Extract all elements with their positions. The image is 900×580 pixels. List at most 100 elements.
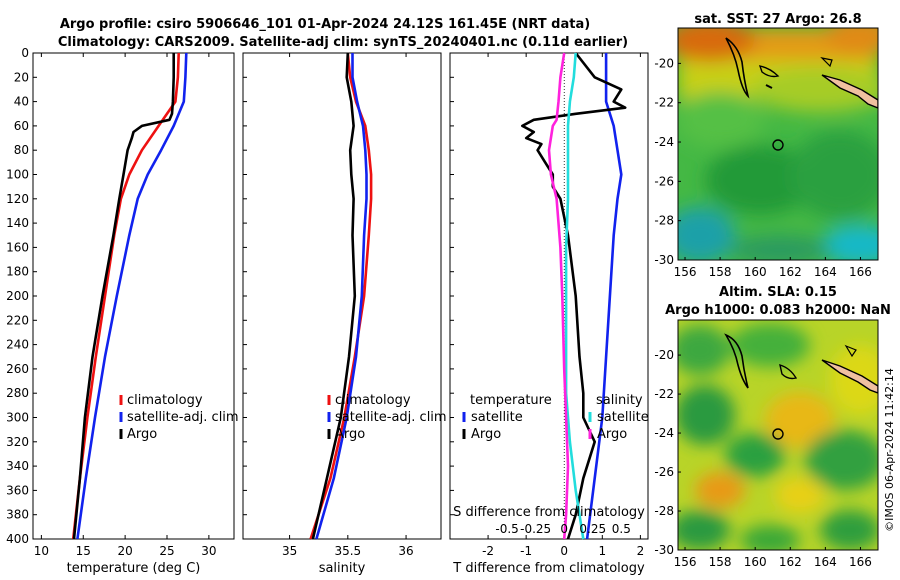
diff-top-tick-label: 0	[560, 522, 568, 536]
sst-y-tick-label: -26	[654, 174, 674, 188]
y-tick-label: 80	[14, 143, 29, 157]
temp-plot-frame	[32, 52, 235, 540]
sla-y-tick-label: -30	[654, 543, 674, 557]
temp-legend-label: climatology	[127, 393, 203, 408]
temp-legend-label: satellite-adj. clim	[127, 410, 239, 425]
temp-series-argo-line	[72, 53, 175, 540]
sst-y-tick-label: -24	[654, 135, 674, 149]
y-tick-label: 300	[6, 411, 29, 425]
sla-x-tick-label: 160	[744, 555, 767, 569]
sla-map-title: Altim. SLA: 0.15	[719, 285, 837, 300]
y-tick-label: 20	[14, 70, 29, 84]
y-tick-label: 120	[6, 192, 29, 206]
y-tick-label: 220	[6, 313, 29, 327]
sla-x-tick-label: 162	[779, 555, 802, 569]
sal-series-argo-line	[311, 52, 357, 540]
sal-legend-label: Argo	[335, 427, 365, 442]
diff-x-tick-label: -2	[482, 544, 494, 558]
diff-top-tick-label: 0.25	[579, 522, 606, 536]
diff-x-axis-label: T difference from climatology	[452, 561, 645, 576]
temp-series-satellite-adj-clim-line	[76, 52, 188, 540]
diff-temp-legend-label: Argo	[471, 427, 501, 442]
temp-series-climatology-line	[71, 52, 180, 540]
salinity-panel: 35 35.5 36 salinity climatology satellite-adj…	[242, 52, 447, 576]
temp-x-axis-label: temperature (deg C)	[67, 561, 201, 576]
diff-x-tick-label: -1	[520, 544, 532, 558]
figure-subtitle: Climatology: CARS2009. Satellite-adj cli…	[58, 35, 628, 50]
y-tick-label: 180	[6, 265, 29, 279]
diff-top-axis-label: S difference from climatology	[453, 505, 645, 520]
temp-x-tick-label: 15	[76, 544, 91, 558]
diff-sal-legend-label: salinity	[596, 393, 643, 408]
sst-y-tick-label: -28	[654, 214, 674, 228]
sal-x-tick-label: 36	[398, 544, 413, 558]
y-tick-label: 260	[6, 362, 29, 376]
difference-panel: -2 -1 0 1 2 T difference from climatology temp…	[449, 52, 649, 576]
diff-top-tick-label: -0.5	[495, 522, 518, 536]
y-tick-label: 0	[21, 46, 29, 60]
y-tick-label: 360	[6, 483, 29, 497]
sst-y-tick-label: -20	[654, 56, 674, 70]
y-tick-label: 380	[6, 508, 29, 522]
sst-y-tick-label: -30	[654, 253, 674, 267]
sst-map-title: sat. SST: 27 Argo: 26.8	[694, 12, 861, 27]
sst-x-tick-label: 156	[674, 265, 697, 279]
sal-x-tick-label: 35	[282, 544, 297, 558]
y-tick-label: 200	[6, 289, 29, 303]
diff-sal-legend-label: satellite	[597, 410, 649, 425]
temp-x-tick-label: 20	[117, 544, 132, 558]
y-tick-label: 160	[6, 240, 29, 254]
sst-map: sat. SST: 27 Argo: 26.8	[654, 12, 879, 279]
sst-x-tick-label: 158	[709, 265, 732, 279]
sla-map: Altim. SLA: 0.15 Argo h1000: 0.083 h2000…	[654, 285, 890, 569]
sla-y-tick-label: -26	[654, 465, 674, 479]
temp-x-tick-label: 10	[34, 544, 49, 558]
y-tick-label: 340	[6, 459, 29, 473]
sal-x-axis-label: salinity	[319, 561, 366, 576]
diff-sal-legend-label: Argo	[597, 427, 627, 442]
sla-argo-marker	[772, 428, 784, 440]
y-tick-label: 100	[6, 168, 29, 182]
sst-x-tick-label: 162	[779, 265, 802, 279]
diff-series-temperature-satellite-line	[585, 53, 623, 540]
copyright-label: ©IMOS 06-Apr-2024 11:42:14	[883, 368, 896, 532]
sst-argo-marker	[772, 139, 784, 151]
sla-x-tick-label: 164	[814, 555, 837, 569]
sla-y-tick-label: -24	[654, 426, 674, 440]
diff-x-tick-label: 1	[598, 544, 606, 558]
y-tick-label: 280	[6, 386, 29, 400]
sal-legend-label: climatology	[335, 393, 411, 408]
sal-plot-frame	[242, 52, 442, 540]
sla-y-tick-label: -20	[654, 348, 674, 362]
y-tick-label: 60	[14, 119, 29, 133]
y-tick-label: 140	[6, 216, 29, 230]
diff-temp-legend-label: satellite	[471, 410, 523, 425]
diff-top-tick-label: 0.5	[612, 522, 631, 536]
sla-map-subtitle: Argo h1000: 0.083 h2000: NaN	[665, 303, 891, 318]
sla-x-tick-label: 156	[674, 555, 697, 569]
y-tick-label: 320	[6, 435, 29, 449]
sal-series-satellite-adj-clim-line	[315, 53, 368, 540]
sal-x-tick-label: 35.5	[334, 544, 361, 558]
sst-x-tick-label: 166	[849, 265, 872, 279]
sla-x-tick-label: 166	[849, 555, 872, 569]
diff-series-salinity-argo-line	[547, 52, 570, 540]
temp-legend-label: Argo	[127, 427, 157, 442]
temp-x-tick-label: 25	[159, 544, 174, 558]
diff-plot-frame	[449, 52, 649, 540]
sst-y-tick-label: -22	[654, 96, 674, 110]
sla-x-tick-label: 158	[709, 555, 732, 569]
y-tick-label: 240	[6, 338, 29, 352]
diff-temp-legend-label: temperature	[470, 393, 552, 408]
diff-x-tick-label: 0	[560, 544, 568, 558]
diff-x-tick-label: 2	[637, 544, 645, 558]
y-tick-label: 400	[6, 532, 29, 546]
diff-series-temperature-argo-line	[520, 52, 627, 540]
figure-title: Argo profile: csiro 5906646_101 01-Apr-2…	[60, 17, 590, 32]
sal-legend-label: satellite-adj. clim	[335, 410, 447, 425]
sst-x-tick-label: 164	[814, 265, 837, 279]
sla-y-tick-label: -22	[654, 387, 674, 401]
diff-top-tick-label: -0.25	[520, 522, 551, 536]
